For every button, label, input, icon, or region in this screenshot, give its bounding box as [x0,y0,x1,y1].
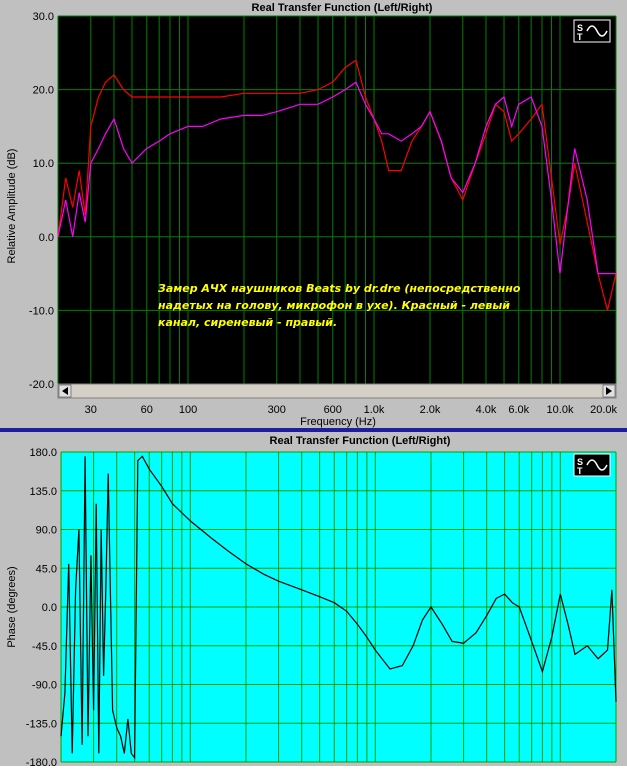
phase-series [60,455,617,760]
y-tick-label: 0.0 [42,602,57,614]
x-tick-label: 600 [324,404,342,416]
magnitude-y-ticks: 30.0 20.0 10.0 0.0 -10.0 -20.0 [29,11,54,391]
y-tick-label: 180.0 [29,447,57,459]
x-tick-label: 100 [179,404,197,416]
y-tick-label: 10.0 [33,158,54,170]
phase-y-axis-title: Phase (degrees) [6,566,18,647]
y-tick-label: -180.0 [26,757,57,766]
x-tick-label: 1.0k [364,404,385,416]
y-tick-label: 30.0 [33,11,54,23]
x-tick-label: 10.0k [547,404,574,416]
y-tick-label: 90.0 [36,525,57,537]
series-line-1 [57,81,616,275]
chevron-right-icon [606,387,612,395]
y-tick-label: -135.0 [26,718,57,730]
magnitude-series [57,59,617,311]
annotation-line-2: надетых на голову, микрофон в ухе). Крас… [158,299,510,312]
magnitude-x-ticks: 30 60 100 300 600 1.0k 2.0k 4.0k 6.0k 10.0k 20.0k [85,404,618,416]
y-tick-label: -20.0 [29,379,54,391]
magnitude-chart-panel: Real Transfer Function (Left/Right) 30.0… [0,0,627,428]
magnitude-chart: Real Transfer Function (Left/Right) 30.0… [6,2,618,428]
y-tick-label: 135.0 [29,486,57,498]
annotation-line-1: Замер АЧХ наушников Beats by dr.dre (неп… [158,282,521,295]
svg-text:T: T [577,466,583,476]
y-tick-label: -10.0 [29,305,54,317]
y-tick-label: -90.0 [32,680,57,692]
x-tick-label: 60 [141,404,153,416]
svg-text:S: S [577,457,583,467]
x-tick-label: 6.0k [508,404,529,416]
phase-chart: Real Transfer Function (Left/Right) 180.… [6,435,617,769]
x-tick-label: 20.0k [590,404,617,416]
magnitude-scrollbar[interactable] [57,383,617,399]
y-tick-label: 20.0 [33,85,54,97]
chevron-left-icon [62,387,68,395]
y-tick-label: 45.0 [36,563,57,575]
svg-text:S: S [577,23,583,33]
magnitude-chart-title: Real Transfer Function (Left/Right) [252,2,433,14]
phase-chart-panel: Real Transfer Function (Left/Right) 180.… [0,432,627,769]
signal-generator-icon[interactable]: S T [573,19,611,43]
svg-text:T: T [577,32,583,42]
series-line-0 [60,455,617,760]
y-tick-label: 0.0 [39,232,54,244]
y-tick-label: -45.0 [32,641,57,653]
phase-chart-title: Real Transfer Function (Left/Right) [270,435,451,447]
panel-divider [0,428,627,432]
phase-y-ticks: 180.0 135.0 90.0 45.0 0.0 -45.0 -90.0 -135.0 -18… [26,447,57,769]
magnitude-y-axis-title: Relative Amplitude (dB) [6,149,18,264]
x-tick-label: 30 [85,404,97,416]
signal-generator-icon[interactable]: S T [573,453,611,477]
annotation-line-3: канал, сиреневый - правый. [158,316,337,329]
x-tick-label: 4.0k [476,404,497,416]
x-tick-label: 300 [268,404,286,416]
x-tick-label: 2.0k [420,404,441,416]
phase-grid [60,451,617,763]
magnitude-x-axis-title: Frequency (Hz) [300,416,376,428]
